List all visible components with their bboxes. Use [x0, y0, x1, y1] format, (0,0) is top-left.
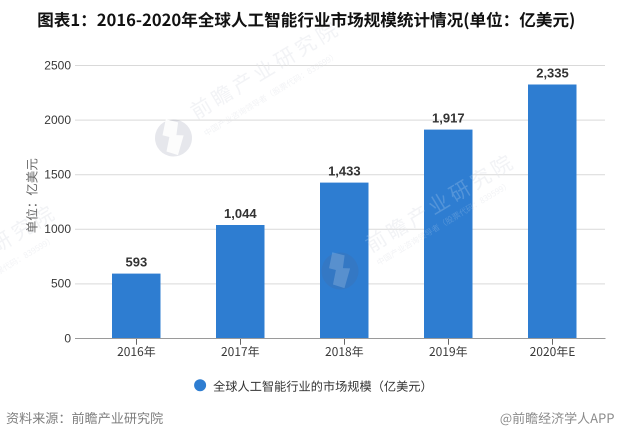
svg-text:1,044: 1,044 — [224, 206, 257, 221]
svg-text:1000: 1000 — [44, 222, 71, 236]
svg-text:2,335: 2,335 — [536, 66, 569, 81]
svg-text:1,433: 1,433 — [328, 164, 361, 179]
svg-text:500: 500 — [51, 277, 71, 291]
svg-text:593: 593 — [126, 255, 148, 270]
svg-text:1500: 1500 — [44, 168, 71, 182]
svg-text:2000: 2000 — [44, 113, 71, 127]
svg-text:0: 0 — [64, 331, 71, 345]
svg-text:1,917: 1,917 — [432, 111, 465, 126]
svg-text:2500: 2500 — [44, 58, 71, 72]
